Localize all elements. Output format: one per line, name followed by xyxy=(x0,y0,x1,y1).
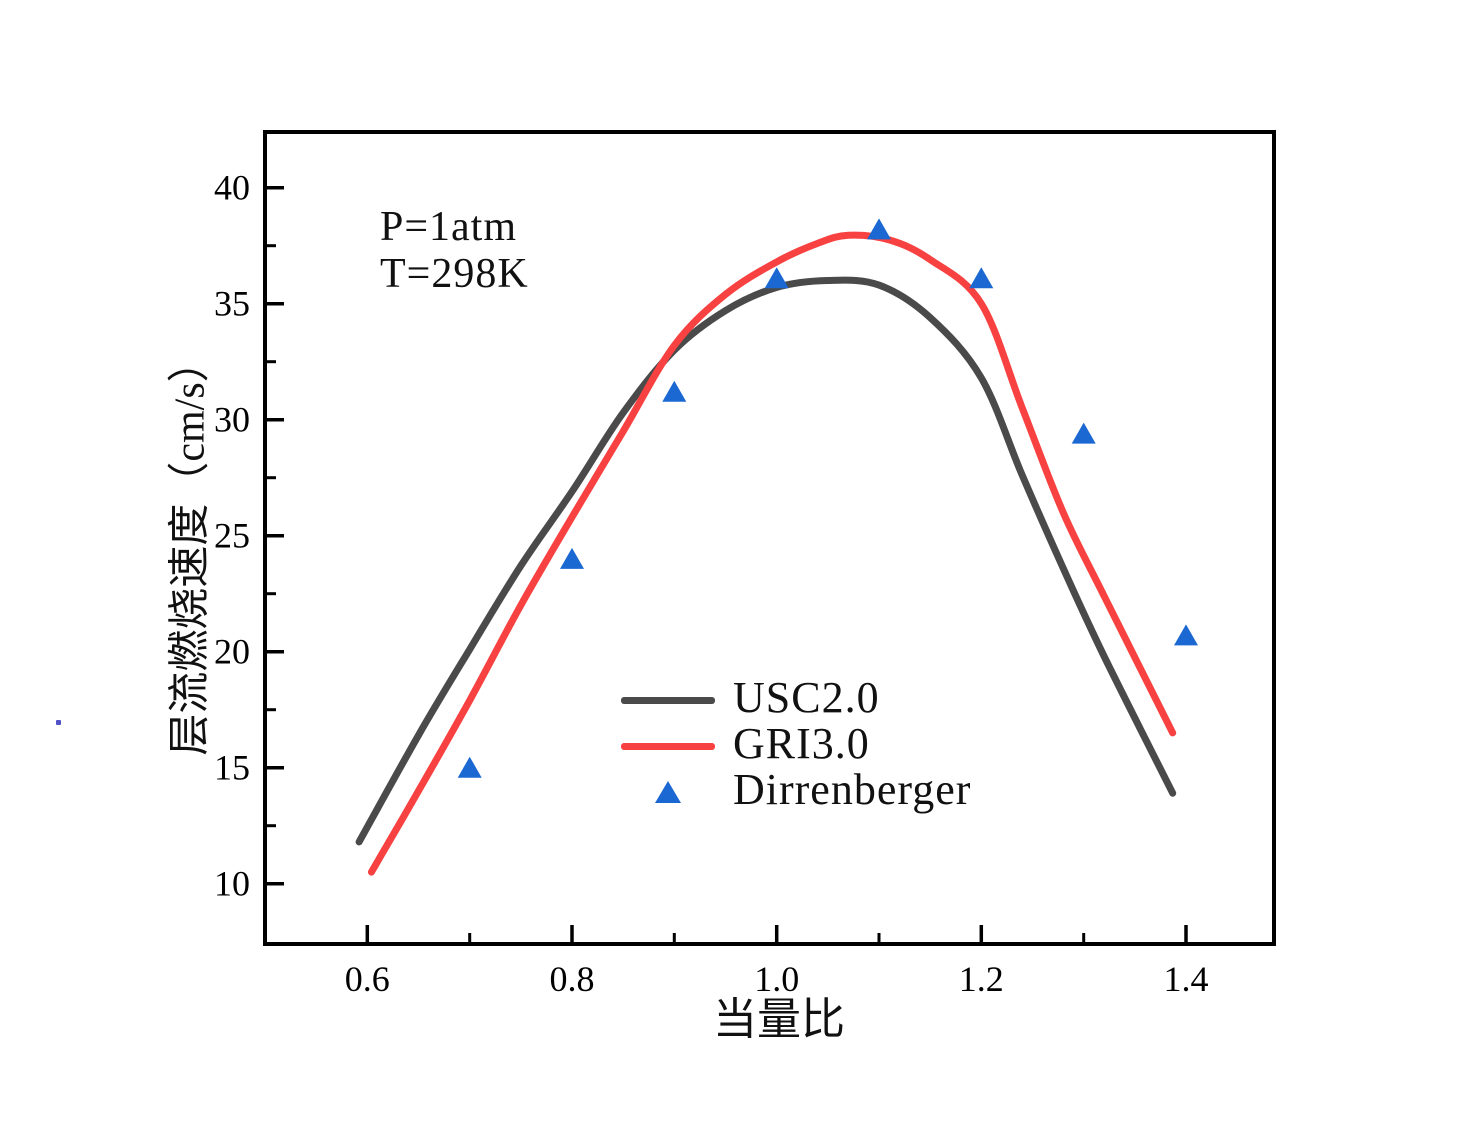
plot-frame xyxy=(263,130,1276,946)
legend-item-usc2: USC2.0 xyxy=(621,673,971,723)
scatter-point-triangle xyxy=(1174,624,1198,646)
x-tick-label: 1.4 xyxy=(1164,959,1209,999)
y-tick-label: 30 xyxy=(214,400,250,440)
triangle-marker-icon xyxy=(655,781,681,803)
y-axis-title: 层流燃烧速度（cm/s） xyxy=(167,340,214,756)
usc2-line-sample-icon xyxy=(621,696,715,704)
legend-label-usc2: USC2.0 xyxy=(733,673,880,722)
annotation-temperature: T=298K xyxy=(380,251,529,297)
legend-label-gri3: GRI3.0 xyxy=(733,719,870,768)
y-tick-label: 15 xyxy=(214,748,250,788)
x-tick-label: 0.6 xyxy=(345,959,390,999)
x-tick-label: 0.8 xyxy=(550,959,595,999)
x-tick-label: 1.0 xyxy=(754,959,799,999)
y-tick-label: 20 xyxy=(214,632,250,672)
condition-annotation: P=1atm T=298K xyxy=(380,204,529,298)
curve-GRI3.0 xyxy=(367,231,1177,876)
y-tick-label: 10 xyxy=(214,864,250,904)
legend-item-dirrenberger: Dirrenberger xyxy=(621,765,972,815)
legend-item-gri3: GRI3.0 xyxy=(621,719,971,769)
y-tick-label: 40 xyxy=(214,168,250,208)
annotation-pressure: P=1atm xyxy=(380,204,518,250)
scatter-point-triangle xyxy=(969,267,994,289)
legend-swatch-usc2 xyxy=(621,696,715,704)
scatter-point-triangle xyxy=(662,380,687,402)
y-tick-label: 35 xyxy=(214,284,250,324)
scatter-point-triangle xyxy=(560,547,584,569)
legend: USC2.0 GRI3.0 Dirrenberger xyxy=(621,673,972,815)
stray-dot-artifact xyxy=(56,720,61,725)
scatter-point-triangle xyxy=(764,267,789,289)
legend-swatch-dirrenberger xyxy=(621,781,715,803)
legend-label-dirrenberger: Dirrenberger xyxy=(733,765,972,814)
legend-swatch-gri3 xyxy=(621,742,715,750)
scatter-point-triangle xyxy=(457,756,482,778)
x-tick-label: 1.2 xyxy=(959,959,1004,999)
y-tick-label: 25 xyxy=(214,516,250,556)
scatter-point-triangle xyxy=(867,218,891,240)
gri3-line-sample-icon xyxy=(621,742,715,750)
x-axis-title: 当量比 xyxy=(713,995,845,1044)
scatter-point-triangle xyxy=(1071,422,1096,444)
